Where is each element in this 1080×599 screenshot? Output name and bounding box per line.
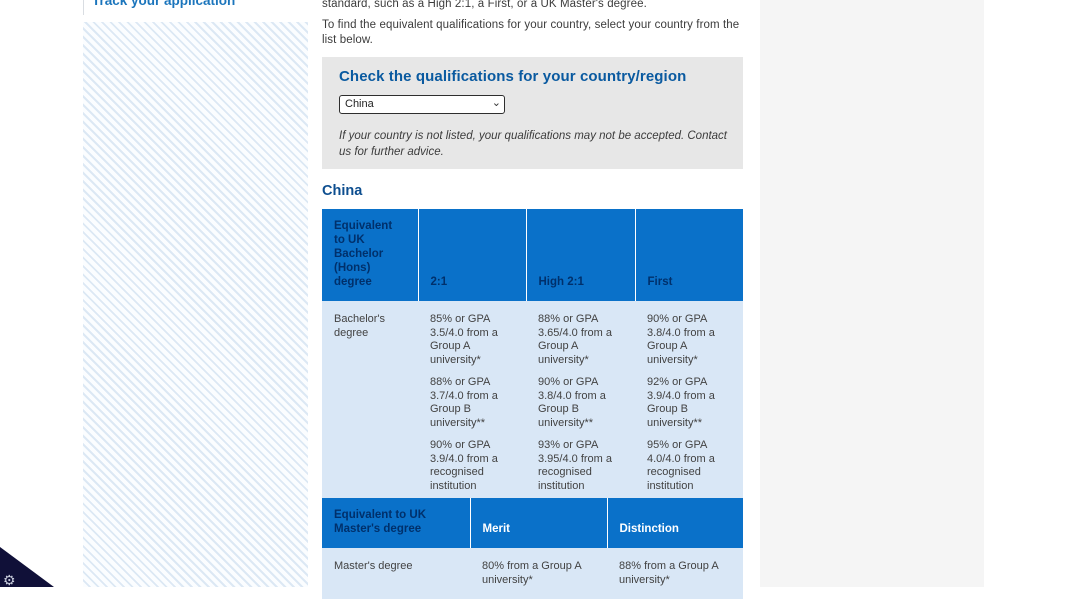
table-header-cell: Merit — [469, 498, 607, 548]
table-cell: 80% from a Group A university* — [470, 548, 607, 599]
table-header-cell: High 2:1 — [525, 209, 635, 301]
cell-paragraph: 92% or GPA 3.9/4.0 from a Group B univer… — [647, 376, 715, 429]
intro-paragraph-1: standard, such as a High 2:1, a First, o… — [322, 0, 647, 10]
table-cell: 88% from a Group A university* — [607, 548, 743, 599]
table-row: Bachelor's degree 85% or GPA 3.5/4.0 from… — [322, 301, 743, 508]
table-header-cell: 2:1 — [417, 209, 526, 301]
cell-paragraph: 93% or GPA 3.95/4.0 from a recognised in… — [538, 439, 612, 492]
table-cell: 85% or GPA 3.5/4.0 from a Group A univer… — [418, 301, 526, 508]
row-label-cell: Master's degree — [322, 548, 470, 599]
cell-paragraph: 95% or GPA 4.0/4.0 from a recognised ins… — [647, 439, 715, 492]
table-cell: 90% or GPA 3.8/4.0 from a Group A univer… — [635, 301, 743, 508]
right-panel — [760, 0, 984, 587]
table-header-cell: Distinction — [606, 498, 743, 548]
accessibility-corner-widget[interactable] — [0, 547, 54, 587]
country-section-heading: China — [322, 183, 363, 199]
left-sidebar: Track your application — [83, 0, 308, 587]
country-box-note: If your country is not listed, your qual… — [339, 130, 728, 158]
table-header-cell: Equivalent to UK Master's degree — [322, 498, 470, 548]
table-header-cell: First — [634, 209, 743, 301]
cell-paragraph: 90% or GPA 3.8/4.0 from a Group B univer… — [538, 376, 606, 429]
intro-paragraph-2: To find the equivalent qualifications fo… — [322, 19, 740, 46]
equivalence-table-2: Equivalent to UK Master's degree Merit Dis… — [322, 498, 743, 599]
sidebar-hatch-pattern — [83, 22, 308, 587]
cell-paragraph: 85% or GPA 3.5/4.0 from a Group A univer… — [430, 313, 498, 366]
cell-paragraph: 90% or GPA 3.8/4.0 from a Group A univer… — [647, 313, 715, 366]
table-cell: 88% or GPA 3.65/4.0 from a Group A unive… — [526, 301, 635, 508]
cell-paragraph: 90% or GPA 3.9/4.0 from a recognised ins… — [430, 439, 498, 492]
gear-icon: ⚙ — [3, 572, 16, 588]
row-label-cell: Bachelor's degree — [322, 301, 418, 508]
cell-paragraph: 80% from a Group A university* — [482, 560, 582, 586]
cell-paragraph: 88% or GPA 3.65/4.0 from a Group A unive… — [538, 313, 612, 366]
equivalence-table-1: Equivalent to UK Bachelor (Hons) degree 2… — [322, 209, 743, 508]
country-select[interactable]: China — [339, 94, 505, 114]
sidebar-link-track-application[interactable]: Track your application — [92, 0, 236, 8]
cell-paragraph: 88% or GPA 3.7/4.0 from a Group B univer… — [430, 376, 498, 429]
sidebar-divider — [83, 0, 84, 15]
table-header-cell: Equivalent to UK Bachelor (Hons) degree — [322, 209, 418, 301]
country-qualification-box: Check the qualifications for your countr… — [322, 57, 743, 169]
cell-paragraph: 88% from a Group A university* — [619, 560, 719, 586]
table-row: Master's degree 80% from a Group A univer… — [322, 548, 743, 599]
country-box-heading: Check the qualifications for your countr… — [339, 68, 687, 85]
